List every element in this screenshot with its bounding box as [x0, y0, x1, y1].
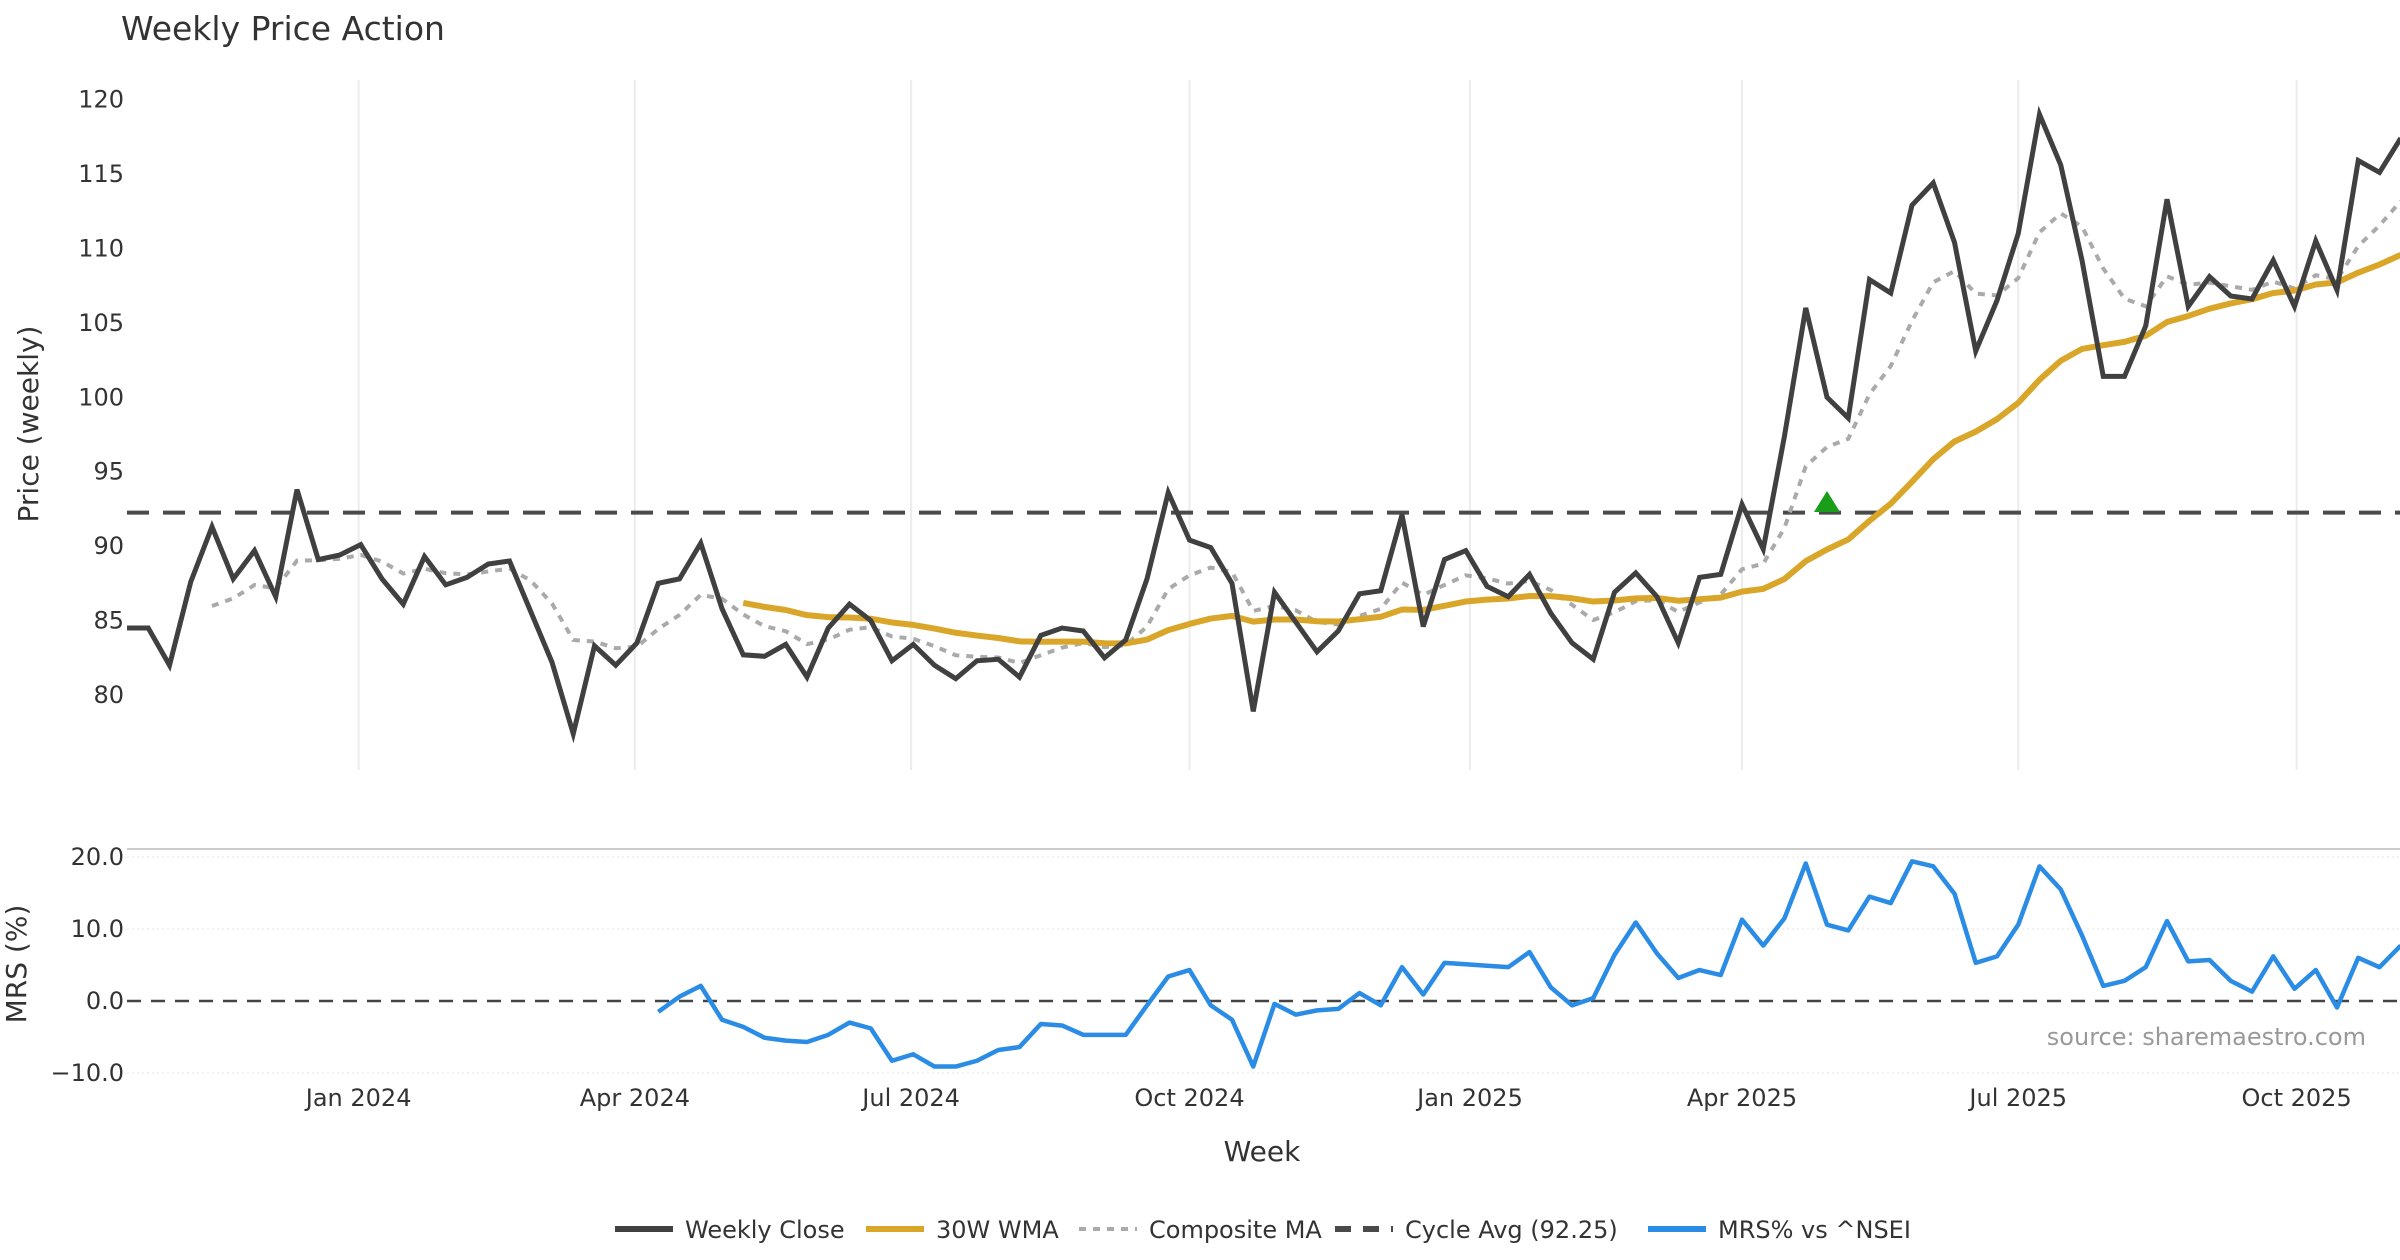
y-axis-label: Price (weekly) [12, 326, 45, 523]
x-tick-label: Oct 2024 [1134, 1084, 1244, 1112]
y-tick-label: 80 [93, 681, 124, 709]
legend-label: Cycle Avg (92.25) [1405, 1216, 1618, 1244]
mrs-tick-label: 20.0 [71, 843, 124, 871]
gridlines [357, 80, 2298, 770]
buy-signal-triangle [1814, 490, 1840, 512]
x-tick-label: Apr 2024 [580, 1084, 690, 1112]
mrs-tick-label: 10.0 [71, 915, 124, 943]
source-text: source: sharemaestro.com [2047, 1023, 2366, 1051]
y-tick-label: 85 [93, 607, 124, 635]
legend-label: Composite MA [1149, 1216, 1322, 1244]
mrs-tick-label: −10.0 [50, 1059, 124, 1087]
x-axis-label: Week [1224, 1135, 1301, 1168]
legend-label: 30W WMA [936, 1216, 1059, 1244]
y-tick-label: 120 [78, 86, 124, 114]
x-tick-label: Jan 2024 [304, 1084, 412, 1112]
weekly-close-line [127, 105, 2400, 744]
legend-item: Composite MA [1079, 1216, 1322, 1244]
y-tick-label: 115 [78, 160, 124, 188]
y-tick-label: 110 [78, 234, 124, 262]
legend-item: Cycle Avg (92.25) [1335, 1216, 1618, 1244]
legend-label: MRS% vs ^NSEI [1718, 1216, 1911, 1244]
x-tick-label: Jan 2025 [1415, 1084, 1523, 1112]
composite-ma-line [211, 199, 2400, 666]
price-panel: 80 85 90 95 100 105 110 115 120 [78, 86, 2400, 744]
x-axis-ticks: Jan 2024 Apr 2024 Jul 2024 Oct 2024 Jan 2025… [304, 1084, 2352, 1112]
y-tick-label: 90 [93, 532, 124, 560]
mrs-line [656, 859, 2400, 1069]
y-tick-label: 105 [78, 309, 124, 337]
x-tick-label: Jul 2025 [1967, 1084, 2067, 1112]
mrs-tick-label: 0.0 [86, 987, 124, 1015]
y-tick-label: 95 [93, 458, 124, 486]
legend: Weekly Close 30W WMA Composite MA Cycle Avg… [615, 1216, 1911, 1244]
chart-title: Weekly Price Action [121, 9, 445, 48]
x-tick-label: Jul 2024 [860, 1084, 960, 1112]
x-tick-label: Apr 2025 [1687, 1084, 1797, 1112]
legend-item: MRS% vs ^NSEI [1648, 1216, 1911, 1244]
legend-item: Weekly Close [615, 1216, 845, 1244]
y-tick-label: 100 [78, 383, 124, 411]
x-tick-label: Oct 2025 [2242, 1084, 2352, 1112]
mrs-axis-label: MRS (%) [0, 905, 33, 1024]
mrs-panel: 20.0 10.0 0.0 −10.0 [50, 843, 2400, 1087]
wma-line [742, 252, 2400, 647]
legend-label: Weekly Close [685, 1216, 845, 1244]
legend-item: 30W WMA [866, 1216, 1059, 1244]
